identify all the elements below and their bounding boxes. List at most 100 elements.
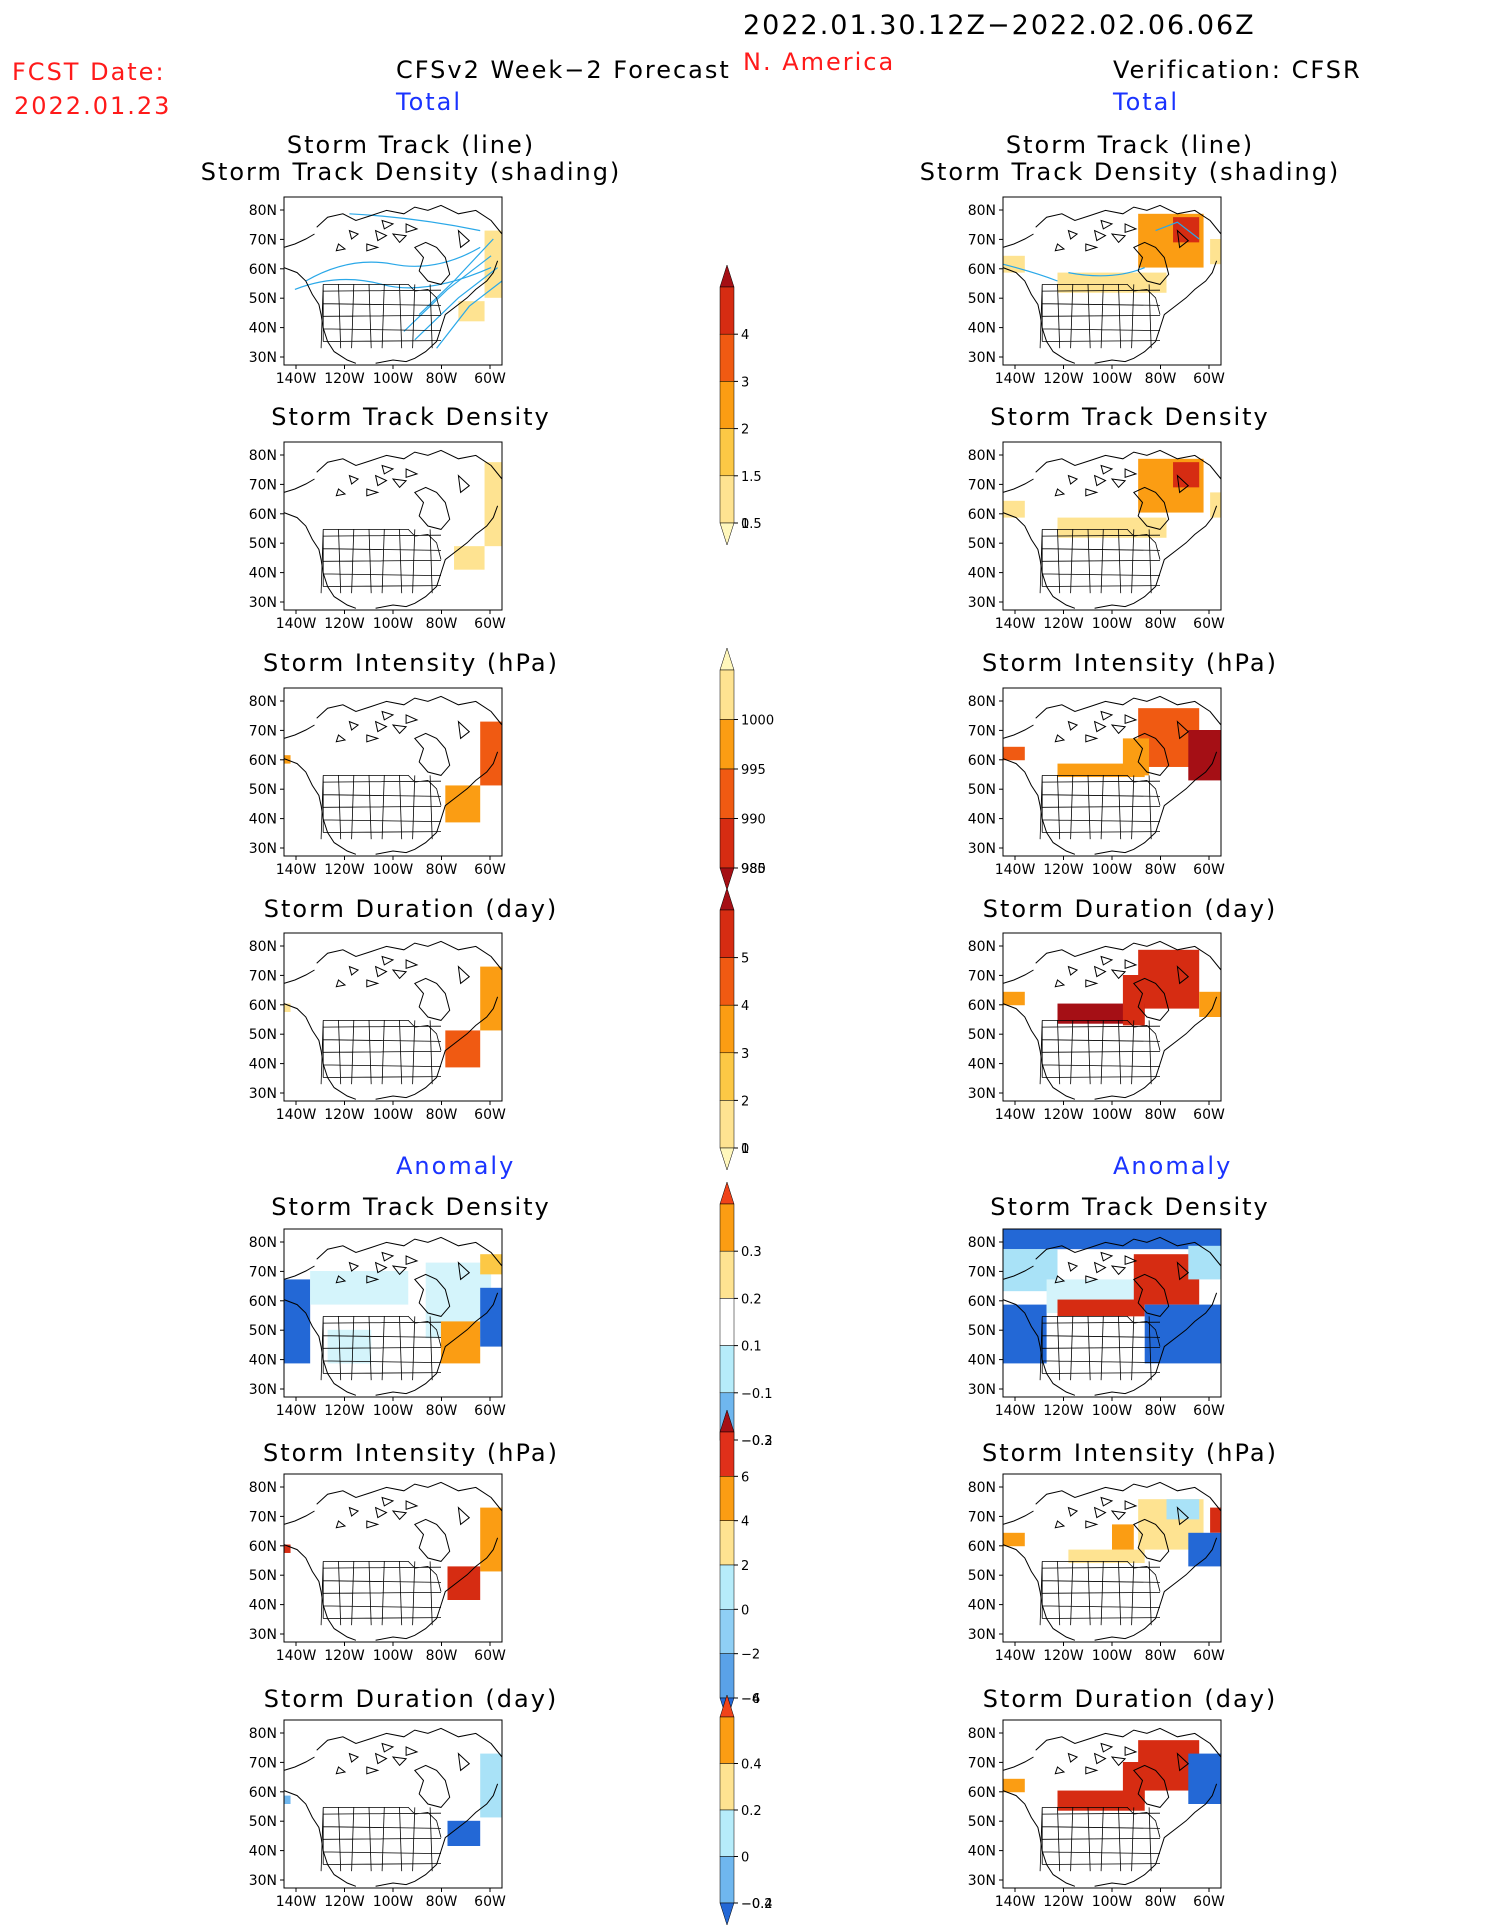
colorbar-segment — [719, 381, 735, 429]
colorbar-segment — [719, 1653, 735, 1699]
lon-label: 80W — [1145, 371, 1177, 387]
lon-label: 60W — [1193, 371, 1225, 387]
left-column-subtitle: Total — [396, 88, 463, 116]
right-p3-title: Storm Intensity (hPa) — [982, 649, 1278, 677]
colorbar-segment — [719, 818, 735, 869]
colorbar-label: 0.5 — [741, 517, 762, 532]
lat-label: 40N — [968, 566, 996, 582]
coastline — [1002, 449, 1222, 609]
colorbar-segment — [719, 957, 735, 1006]
arctic-islands — [335, 1742, 471, 1775]
lat-label: 30N — [968, 1873, 996, 1889]
lon-label: 140W — [995, 1403, 1036, 1419]
lon-label: 100W — [373, 1403, 414, 1419]
colorbar-segment — [719, 1564, 735, 1610]
map-frame — [283, 687, 503, 857]
left-p7-title: Storm Duration (day) — [263, 1685, 559, 1713]
colorbar-label: 0.1 — [741, 1340, 762, 1355]
colorbar-label: 4 — [741, 999, 749, 1014]
shaded-region — [1057, 1790, 1145, 1811]
shaded-region — [480, 1507, 502, 1572]
lat-label: 50N — [249, 1027, 277, 1043]
colorbar-segment — [719, 1520, 735, 1566]
colorbar-label: 1.5 — [741, 470, 762, 485]
lat-label: 50N — [249, 1814, 277, 1830]
right-p7-title: Storm Duration (day) — [982, 1685, 1278, 1713]
colorbar-label: 4 — [741, 328, 749, 343]
colorbar-segment — [719, 1476, 735, 1521]
shaded-region — [1210, 492, 1221, 518]
colorbar-cap-bottom — [719, 867, 735, 891]
left-p4-title: Storm Duration (day) — [263, 895, 559, 923]
shaded-region — [327, 1329, 372, 1364]
lat-label: 50N — [968, 782, 996, 798]
lat-label: 70N — [968, 1264, 996, 1280]
lat-label: 30N — [249, 1382, 277, 1398]
arctic-islands — [335, 710, 471, 743]
lat-label: 30N — [249, 595, 277, 611]
lat-label: 30N — [968, 1382, 996, 1398]
shaded-region — [440, 1321, 481, 1364]
right-map-panel-1: 80N 70N 60N 50N 40N 30N 140W 120W 100W 80W 60W — [953, 187, 1231, 395]
lat-label: 70N — [249, 1509, 277, 1525]
colorbar-segment — [719, 1100, 735, 1149]
lat-label: 60N — [249, 1294, 277, 1310]
right-p4-title: Storm Duration (day) — [982, 895, 1278, 923]
lat-label: 30N — [249, 1873, 277, 1889]
lat-label: 40N — [968, 1844, 996, 1860]
lat-label: 50N — [249, 1323, 277, 1339]
right-map-2-svg: 80N 70N 60N 50N 40N 30N 140W 120W 100W 80W 60W — [968, 441, 1225, 632]
lon-label: 100W — [373, 1648, 414, 1664]
lon-label: 80W — [426, 1107, 458, 1123]
right-map-panel-6: 80N 70N 60N 50N 40N 30N 140W 120W 100W 80W 60W — [953, 1464, 1231, 1672]
lat-label: 80N — [249, 694, 277, 710]
lat-label: 70N — [249, 1755, 277, 1771]
colorbar-cap-top — [719, 1694, 735, 1718]
lon-label: 100W — [1092, 1894, 1133, 1910]
storm-track-line — [1155, 221, 1200, 240]
lat-label: 60N — [249, 1785, 277, 1801]
shaded-region — [1057, 517, 1167, 538]
lon-label: 80W — [1145, 1894, 1177, 1910]
colorbar-cap-bottom — [719, 1147, 735, 1171]
shaded-region — [445, 785, 481, 823]
lon-label: 100W — [373, 616, 414, 632]
right-map-7-svg: 80N 70N 60N 50N 40N 30N 140W 120W 100W 80W 60W — [968, 1719, 1225, 1910]
map-frame — [283, 1473, 503, 1643]
shaded-region — [1188, 1532, 1221, 1567]
colorbar-segment — [719, 1431, 735, 1477]
coastline — [283, 695, 503, 855]
lat-label: 30N — [249, 841, 277, 857]
lat-label: 30N — [968, 595, 996, 611]
lon-label: 60W — [474, 1107, 506, 1123]
lat-label: 40N — [968, 1353, 996, 1369]
lat-label: 50N — [968, 1027, 996, 1043]
lon-label: 60W — [474, 616, 506, 632]
colorbar-label: 1 — [741, 517, 749, 532]
lat-label: 40N — [249, 812, 277, 828]
arctic-islands — [335, 1251, 471, 1284]
lon-label: 100W — [1092, 1107, 1133, 1123]
lat-label: 50N — [249, 536, 277, 552]
colorbar-label: 0.2 — [741, 1292, 762, 1307]
shaded-region — [1188, 1753, 1221, 1804]
colorbar-label: 2 — [741, 1094, 749, 1109]
lat-label: 30N — [968, 1086, 996, 1102]
left-map-panel-6: 80N 70N 60N 50N 40N 30N 140W 120W 100W 80W 60W — [234, 1464, 512, 1672]
shaded-region — [445, 1030, 481, 1068]
lon-label: 140W — [276, 1403, 317, 1419]
shaded-region — [480, 966, 502, 1031]
coastline — [1002, 1481, 1222, 1641]
lon-label: 80W — [426, 371, 458, 387]
colorbar-label: −0.1 — [741, 1387, 773, 1402]
state-borders — [1039, 284, 1161, 349]
left-map-6-svg: 80N 70N 60N 50N 40N 30N 140W 120W 100W 80W 60W — [249, 1473, 506, 1664]
coastline — [1002, 204, 1222, 364]
colorbar-label: 2 — [741, 1559, 749, 1574]
lon-label: 120W — [324, 1107, 365, 1123]
lat-label: 50N — [249, 782, 277, 798]
colorbar-cap-top — [719, 264, 735, 288]
storm-track-line — [1002, 263, 1058, 282]
state-borders — [1039, 1561, 1161, 1626]
lon-label: 80W — [1145, 862, 1177, 878]
